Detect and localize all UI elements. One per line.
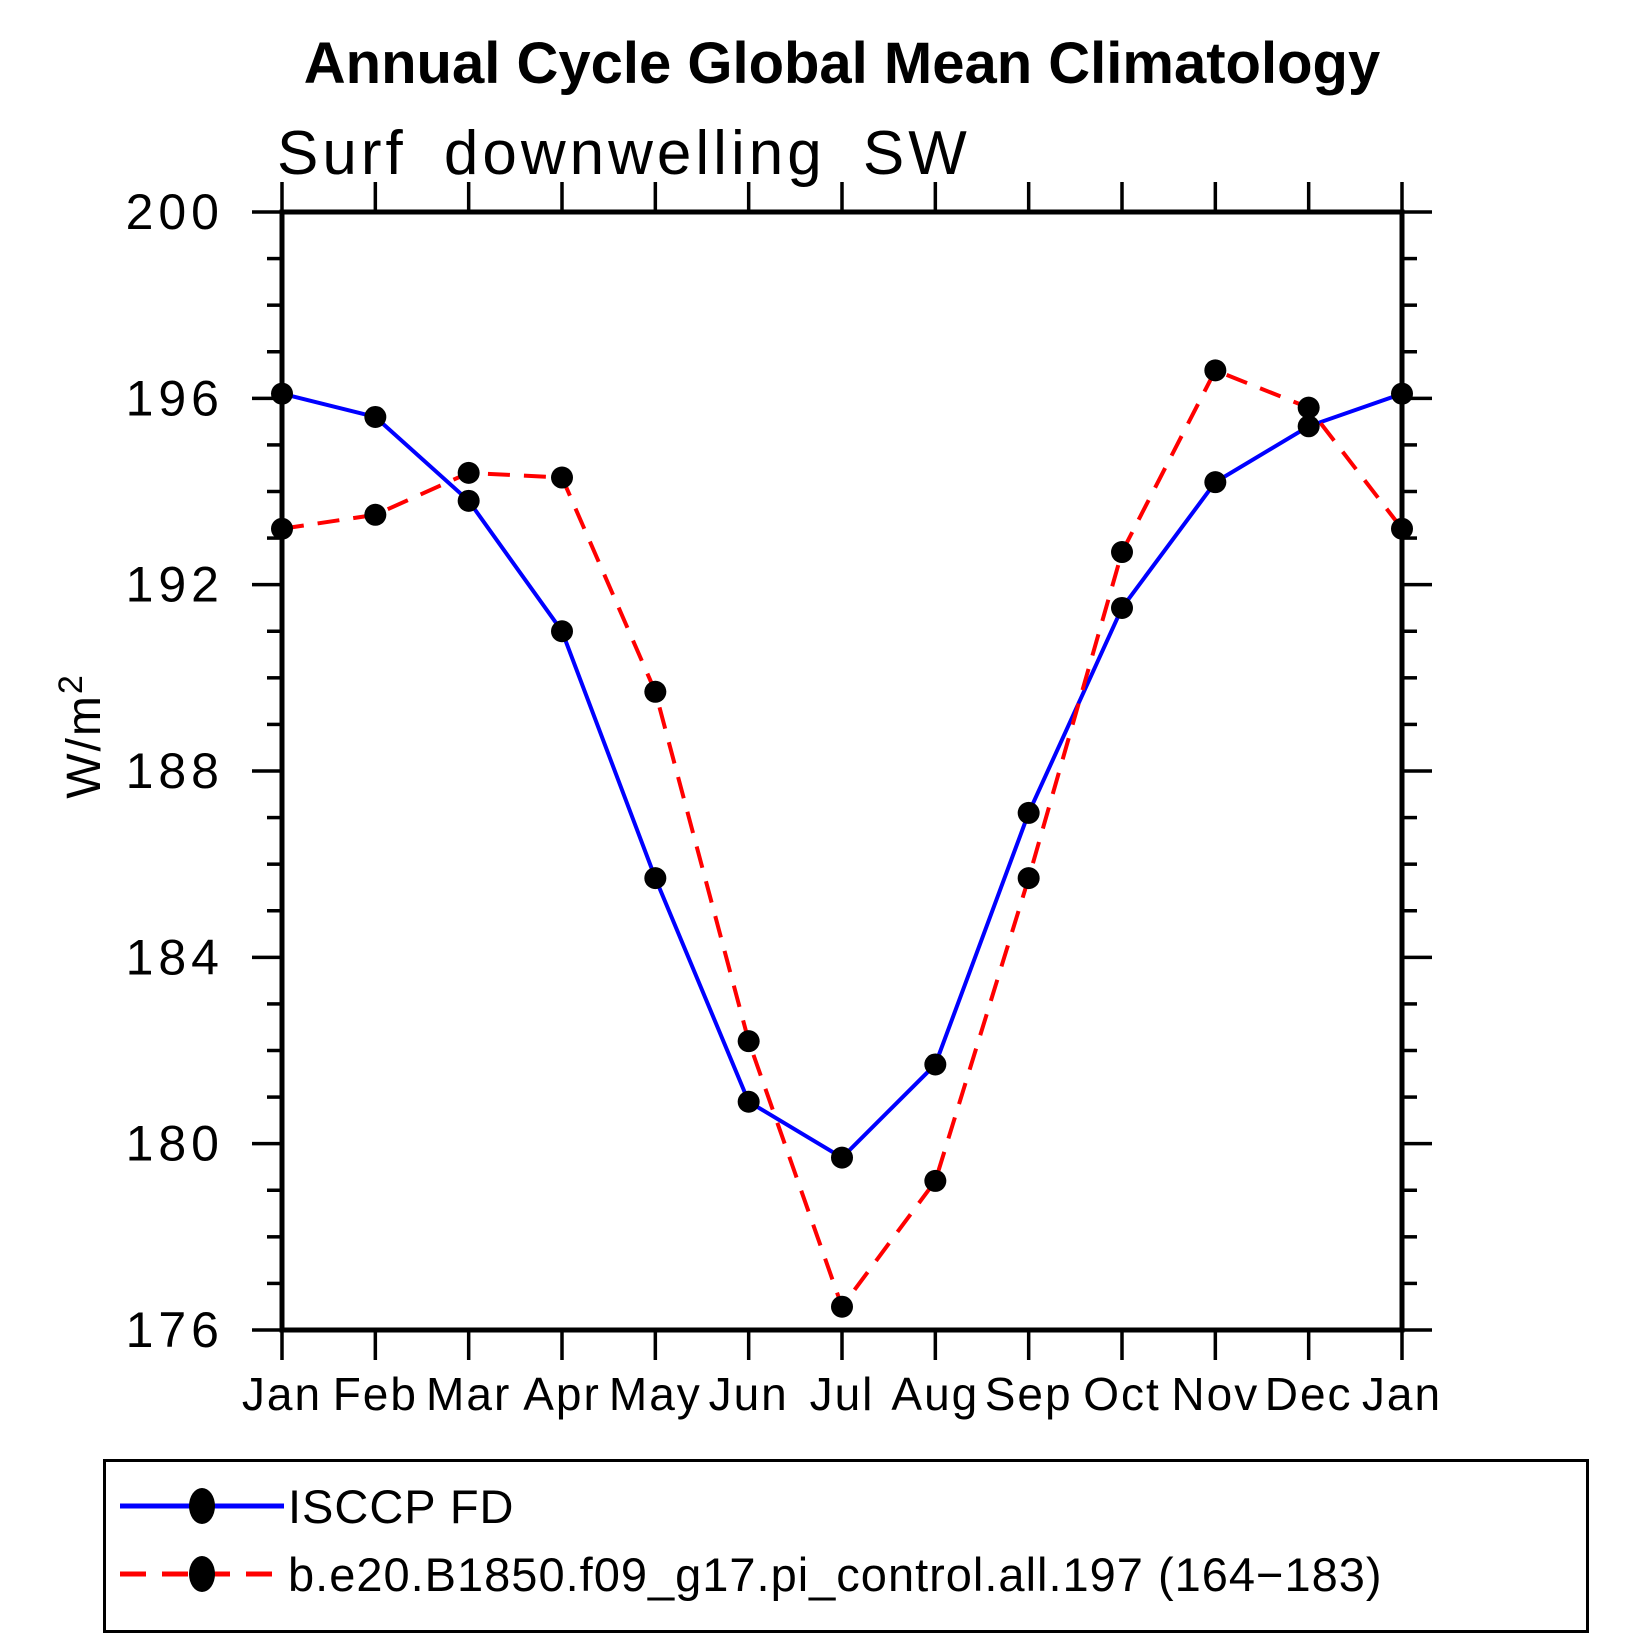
x-axis-tick-label: Jan bbox=[242, 1368, 322, 1420]
y-axis-tick-label: 200 bbox=[126, 184, 224, 240]
model-data-point-marker bbox=[1391, 517, 1413, 540]
model-data-point-marker bbox=[1297, 396, 1320, 419]
model-data-point-marker bbox=[644, 680, 667, 703]
isccp-fd-data-point-marker bbox=[1204, 471, 1227, 494]
isccp-fd-data-point-marker bbox=[457, 489, 480, 512]
y-axis-title-exponent: 2 bbox=[52, 673, 90, 694]
model-data-point-marker bbox=[831, 1295, 853, 1318]
x-axis-tick-label: Jul bbox=[810, 1368, 875, 1420]
isccp-fd-data-point-marker bbox=[551, 620, 573, 643]
series-line-isccp-fd bbox=[281, 391, 1403, 1161]
x-axis-tick-label: Jun bbox=[709, 1368, 789, 1420]
isccp-fd-data-point-marker bbox=[1111, 596, 1133, 619]
x-axis-tick-label: Nov bbox=[1171, 1368, 1259, 1420]
isccp-fd-data-point-marker bbox=[1017, 801, 1040, 824]
x-axis-tick-label: Jan bbox=[1362, 1368, 1442, 1420]
isccp-fd-data-point-marker bbox=[364, 405, 387, 428]
x-axis-tick-label: Feb bbox=[333, 1368, 418, 1420]
isccp-fd-data-point-marker bbox=[924, 1053, 947, 1076]
model-data-point-marker bbox=[364, 503, 387, 526]
model-data-point-marker bbox=[1204, 359, 1227, 382]
isccp-legend-marker-icon bbox=[189, 1488, 215, 1524]
y-axis-tick-label: 192 bbox=[126, 557, 224, 613]
x-axis-tick-label: Aug bbox=[891, 1368, 979, 1420]
model-data-point-marker bbox=[1017, 867, 1040, 890]
legend-item-model: b.e20.B1850.f09_g17.pi_control.all.197 (… bbox=[118, 1544, 1383, 1604]
legend-item-isccp: ISCCP FD bbox=[118, 1476, 515, 1536]
legend: ISCCP FD b.e20.B1850.f09_g17.pi_control.… bbox=[103, 1459, 1589, 1633]
isccp-fd-data-point-marker bbox=[271, 382, 293, 405]
x-axis-tick-label: Mar bbox=[426, 1368, 511, 1420]
x-axis-tick-label: Dec bbox=[1265, 1368, 1353, 1420]
y-axis-tick-label: 196 bbox=[126, 370, 224, 426]
isccp-fd-data-point-marker bbox=[1391, 382, 1413, 405]
model-data-point-marker bbox=[924, 1169, 947, 1192]
model-data-point-marker bbox=[551, 466, 573, 489]
x-axis-tick-label: May bbox=[609, 1368, 702, 1420]
model-data-point-marker bbox=[457, 461, 480, 484]
model-legend-marker-icon bbox=[189, 1556, 215, 1592]
y-axis-tick-label: 184 bbox=[126, 929, 224, 985]
model-data-point-marker bbox=[737, 1030, 760, 1053]
chart-title: Annual Cycle Global Mean Climatology bbox=[303, 31, 1381, 96]
x-axis-tick-label: Apr bbox=[523, 1368, 601, 1420]
chart-subtitle: Surf downwelling SW bbox=[277, 119, 971, 188]
y-axis-tick-label: 180 bbox=[126, 1116, 224, 1172]
legend-label-model: b.e20.B1850.f09_g17.pi_control.all.197 (… bbox=[288, 1547, 1383, 1601]
model-line-sample-icon bbox=[120, 1556, 284, 1592]
legend-label-isccp: ISCCP FD bbox=[288, 1479, 515, 1533]
x-axis-tick-label: Sep bbox=[985, 1368, 1073, 1420]
model-data-point-marker bbox=[271, 517, 293, 540]
isccp-line-sample-icon bbox=[120, 1488, 284, 1524]
isccp-fd-data-point-marker bbox=[737, 1090, 760, 1113]
y-axis-tick-label: 188 bbox=[126, 743, 224, 799]
isccp-fd-data-point-marker bbox=[831, 1146, 853, 1169]
x-axis-tick-label: Oct bbox=[1083, 1368, 1161, 1420]
model-data-point-marker bbox=[1111, 541, 1133, 564]
y-axis-tick-label: 176 bbox=[126, 1302, 224, 1358]
isccp-fd-data-point-marker bbox=[1297, 415, 1320, 438]
y-axis-title: W/m2 bbox=[52, 673, 111, 799]
isccp-fd-data-point-marker bbox=[644, 867, 667, 890]
